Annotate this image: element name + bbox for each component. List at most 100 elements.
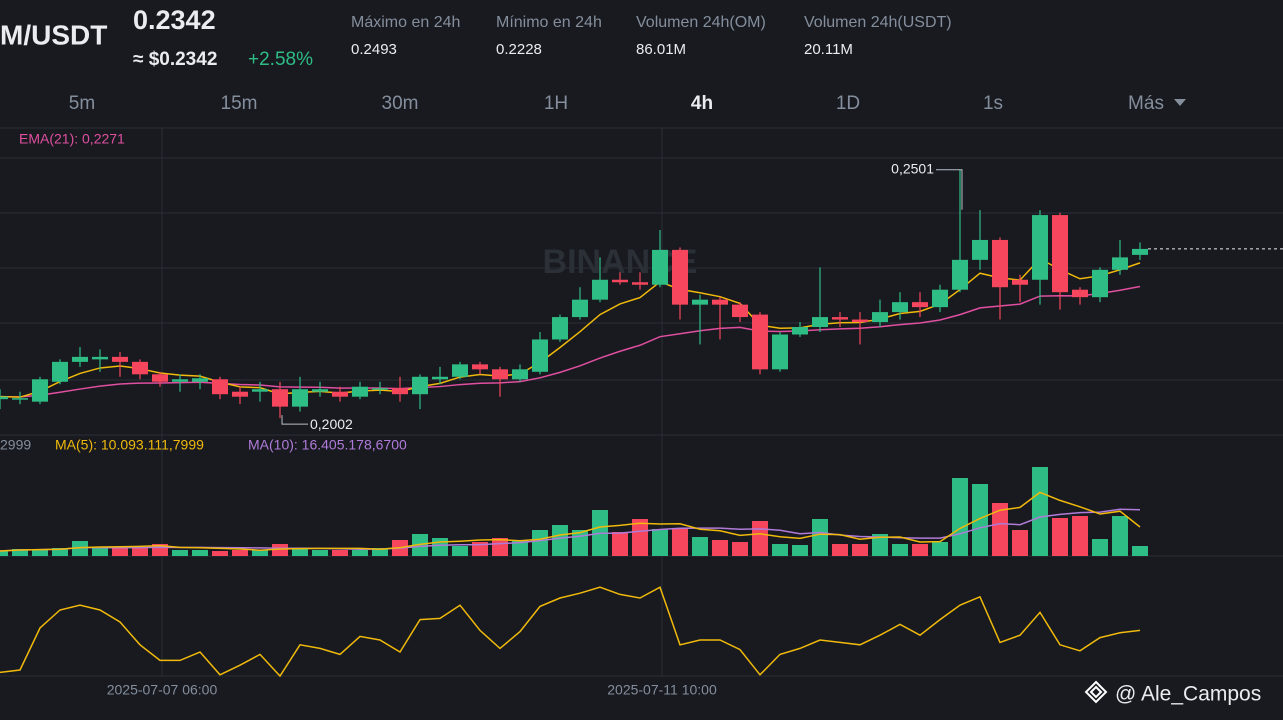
candle-body — [212, 379, 228, 395]
volume-bar — [1052, 518, 1068, 556]
credit-icon — [1084, 680, 1108, 704]
timeframe-tab[interactable]: 4h — [691, 93, 713, 114]
dropdown-arrow[interactable] — [1174, 99, 1186, 106]
candle-body — [572, 299, 588, 318]
candle — [972, 210, 988, 270]
candle-body — [992, 239, 1008, 288]
candle — [232, 386, 248, 405]
candle — [212, 376, 228, 400]
stat-value: 86.01M — [636, 41, 686, 58]
candle — [452, 361, 468, 380]
volume-bar — [632, 519, 648, 556]
candle — [0, 389, 8, 410]
candle — [1092, 267, 1108, 303]
candle — [792, 322, 808, 337]
volume-bar — [332, 550, 348, 556]
candle-body — [0, 396, 8, 400]
volume-bar — [372, 548, 388, 556]
candle-body — [932, 289, 948, 308]
timeframe-tab[interactable]: 1s — [983, 93, 1003, 114]
candle-body — [1092, 269, 1108, 298]
candle — [952, 169, 968, 293]
candle-body — [1072, 289, 1088, 298]
candle — [252, 381, 268, 402]
timeframe-tab[interactable]: 1H — [544, 93, 568, 114]
volume-bar — [792, 545, 808, 556]
volume-bar — [292, 548, 308, 556]
volume-bar — [32, 549, 48, 556]
candle-body — [192, 378, 208, 382]
volume-bar — [532, 530, 548, 556]
candle — [752, 312, 768, 375]
candle-body — [172, 379, 188, 382]
stat-label: Volumen 24h(USDT) — [804, 14, 952, 31]
candle-body — [952, 259, 968, 290]
usd-price: ≈ $0.2342 — [133, 49, 217, 70]
candle — [472, 361, 488, 375]
candle — [192, 374, 208, 390]
candle — [1112, 239, 1128, 275]
candle-body — [672, 249, 688, 305]
candle — [132, 359, 148, 380]
timeframe-tab[interactable]: Más — [1128, 93, 1164, 114]
candle-body — [132, 361, 148, 375]
price: 0.2342 — [133, 5, 216, 35]
volume-bar — [452, 546, 468, 556]
volume-bar — [1072, 516, 1088, 556]
candle — [1072, 287, 1088, 305]
volume-bar — [932, 542, 948, 556]
candle — [372, 381, 388, 395]
candle-body — [912, 302, 928, 308]
candle — [912, 292, 928, 318]
candle — [992, 237, 1008, 320]
ma5-label: MA(5): 10.093.111,7999 — [55, 437, 204, 453]
candle — [832, 312, 848, 328]
candle-body — [812, 317, 828, 328]
candle — [92, 349, 108, 372]
candle-body — [72, 356, 88, 362]
volume-bar — [1092, 539, 1108, 556]
volume-bar — [312, 550, 328, 556]
annotation-leader — [281, 415, 308, 425]
candle-body — [612, 279, 628, 283]
stat-label: Mínimo en 24h — [496, 14, 602, 31]
candle-body — [1132, 248, 1148, 255]
volume-bar — [972, 484, 988, 556]
candle — [72, 346, 88, 367]
candle — [532, 332, 548, 375]
candle-body — [92, 356, 108, 360]
volume-bar — [552, 525, 568, 556]
volume-bar — [612, 532, 628, 556]
candle-body — [112, 356, 128, 362]
candle — [272, 381, 288, 419]
volume-bar — [512, 540, 528, 556]
volume-bar — [1112, 516, 1128, 556]
candle — [592, 257, 608, 303]
candle-body — [52, 361, 68, 382]
volume-bar — [732, 542, 748, 556]
candle — [892, 292, 908, 320]
x-tick-label: 2025-07-11 10:00 — [607, 682, 717, 698]
volume-bar — [872, 534, 888, 556]
candle-body — [12, 398, 28, 400]
volume-bar — [912, 544, 928, 556]
timeframe-tab[interactable]: 30m — [382, 93, 419, 114]
volume-ma5 — [0, 491, 1141, 552]
candle-body — [252, 389, 268, 392]
ema-slow — [0, 285, 1141, 398]
candle-body — [332, 391, 348, 397]
volume-bar — [492, 538, 508, 556]
candle-body — [852, 319, 868, 323]
timeframe-tab[interactable]: 15m — [221, 93, 258, 114]
candle-body — [452, 364, 468, 377]
candle-body — [632, 282, 648, 285]
volume-bar — [272, 544, 288, 556]
timeframe-tab[interactable]: 5m — [69, 93, 95, 114]
timeframe-tab[interactable]: 1D — [836, 93, 860, 114]
candle-body — [312, 389, 328, 392]
x-tick-label: 2025-07-07 06:00 — [107, 682, 218, 698]
candle — [552, 314, 568, 342]
candle-body — [292, 389, 308, 407]
candle — [152, 371, 168, 387]
